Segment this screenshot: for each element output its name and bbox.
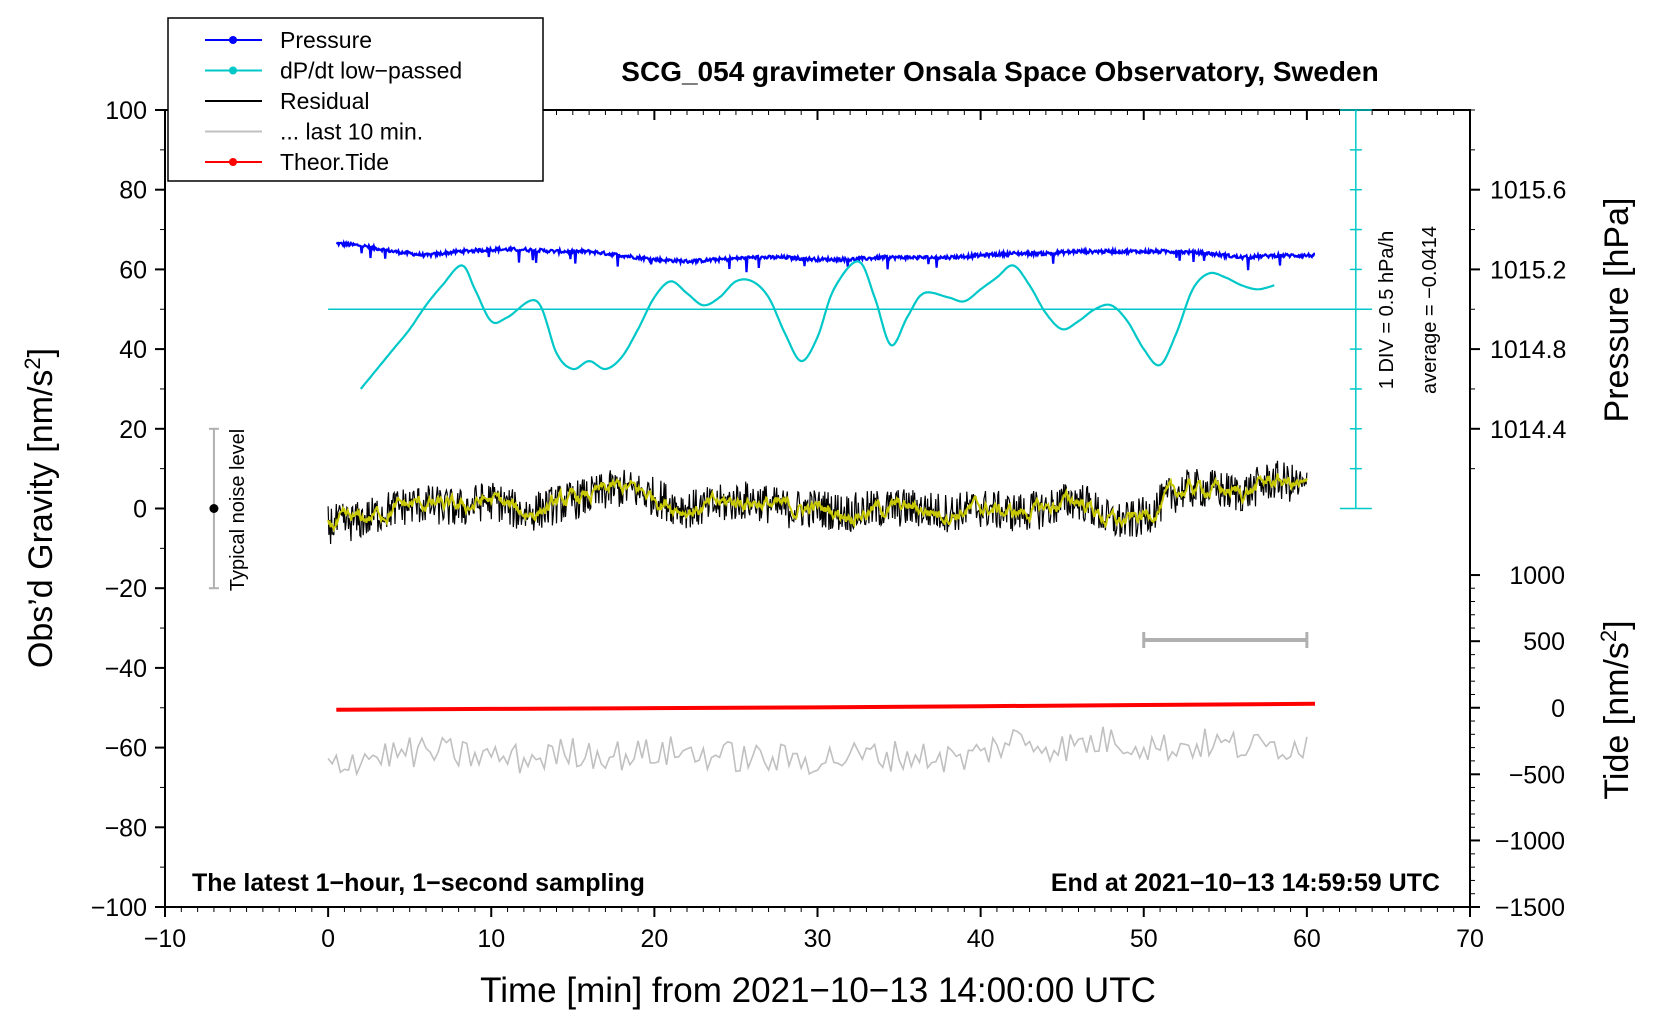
y-axis-tide: 1000 500 0 −500 −1000 −1500 xyxy=(1470,562,1565,922)
y-axis-pressure-label: Pressure [hPa] xyxy=(1598,198,1636,423)
x-tick-label: 30 xyxy=(804,925,832,953)
tide-tick-label: 500 xyxy=(1523,628,1565,656)
y-tick-label: 20 xyxy=(119,416,147,444)
x-tick-label: 50 xyxy=(1130,925,1158,953)
legend-label: Pressure xyxy=(280,27,372,53)
x-axis-label: Time [min] from 2021−10−13 14:00:00 UTC xyxy=(480,971,1156,1010)
series-dpdt xyxy=(359,260,1275,390)
legend-label: dP/dt low−passed xyxy=(280,58,462,84)
y-tick-label: 60 xyxy=(119,256,147,284)
noise-label: Typical noise level xyxy=(227,429,249,591)
noise-center-dot xyxy=(209,504,219,513)
y-axis-left-label: Obs’d Gravity [nm/s2] xyxy=(20,348,60,668)
y-tick-label: −100 xyxy=(91,894,147,922)
y-axis-left-label-main: Obs’d Gravity [nm/s xyxy=(22,370,60,669)
y-tick-label: −80 xyxy=(105,814,147,842)
annotations-group xyxy=(208,109,1372,649)
y-tick-label: 80 xyxy=(119,177,147,205)
y-axis-tide-label-close: ] xyxy=(1598,620,1636,629)
average-label: average = −0.0414 xyxy=(1419,226,1441,394)
y-axis-left-label-close: ] xyxy=(22,348,60,357)
y-tick-label: −60 xyxy=(105,735,147,763)
y-tick-label: −40 xyxy=(105,655,147,683)
pressure-tick-label: 1015.6 xyxy=(1490,177,1566,205)
footer-left: The latest 1−hour, 1−second sampling xyxy=(192,869,645,897)
legend-marker xyxy=(229,158,237,166)
y-axis-tide-label-main: Tide [nm/s xyxy=(1598,642,1636,799)
pressure-tick-label: 1015.2 xyxy=(1490,256,1566,284)
pressure-tick-label: 1014.4 xyxy=(1490,416,1567,444)
y-axis-left: 100 80 60 40 20 0 −20 −40 −60 −80 −100 xyxy=(91,97,165,922)
y-tick-label: 100 xyxy=(105,97,147,125)
legend-label: ... last 10 min. xyxy=(280,119,423,145)
y-tick-label: 40 xyxy=(119,336,147,364)
pressure-tick-label: 1014.8 xyxy=(1490,336,1566,364)
series-pressure xyxy=(336,239,1316,273)
series-residual-smoothed xyxy=(327,473,1308,533)
x-tick-label: 10 xyxy=(477,925,505,953)
tide-tick-label: 0 xyxy=(1551,695,1565,723)
y-tick-label: −20 xyxy=(105,575,147,603)
tide-tick-label: −500 xyxy=(1509,761,1565,789)
y-tick-label: 0 xyxy=(133,496,147,524)
y-axis-pressure: 1015.6 1015.2 1014.8 1014.4 xyxy=(1470,109,1567,470)
tide-tick-label: −1500 xyxy=(1495,894,1565,922)
x-axis: −10 0 10 20 30 40 50 60 70 xyxy=(144,110,1484,953)
x-tick-label: 40 xyxy=(967,925,995,953)
legend-marker xyxy=(229,36,237,44)
series-residual xyxy=(327,460,1308,545)
div-label: 1 DIV = 0.5 hPa/h xyxy=(1376,231,1398,389)
x-tick-label: 70 xyxy=(1456,925,1484,953)
legend-label: Theor.Tide xyxy=(280,149,389,175)
tide-tick-label: 1000 xyxy=(1509,562,1565,590)
legend-box xyxy=(167,17,544,182)
x-tick-label: 60 xyxy=(1293,925,1321,953)
y-axis-left-label-sup: 2 xyxy=(20,357,45,369)
y-axis-tide-label: Tide [nm/s2] xyxy=(1596,620,1636,799)
footer-right: End at 2021−10−13 14:59:59 UTC xyxy=(1051,869,1440,897)
series-tide xyxy=(336,701,1316,712)
series-last10 xyxy=(327,726,1308,777)
legend: Pressure dP/dt low−passed Residual ... last… xyxy=(167,17,544,182)
x-tick-label: −10 xyxy=(144,925,186,953)
legend-label: Residual xyxy=(280,88,370,114)
tide-tick-label: −1000 xyxy=(1495,827,1565,855)
y-axis-tide-label-sup: 2 xyxy=(1596,630,1621,642)
legend-marker xyxy=(229,66,237,75)
series-group xyxy=(327,239,1373,777)
x-tick-label: 0 xyxy=(321,925,335,953)
chart-title: SCG_054 gravimeter Onsala Space Observat… xyxy=(621,56,1378,87)
x-tick-label: 20 xyxy=(640,925,668,953)
